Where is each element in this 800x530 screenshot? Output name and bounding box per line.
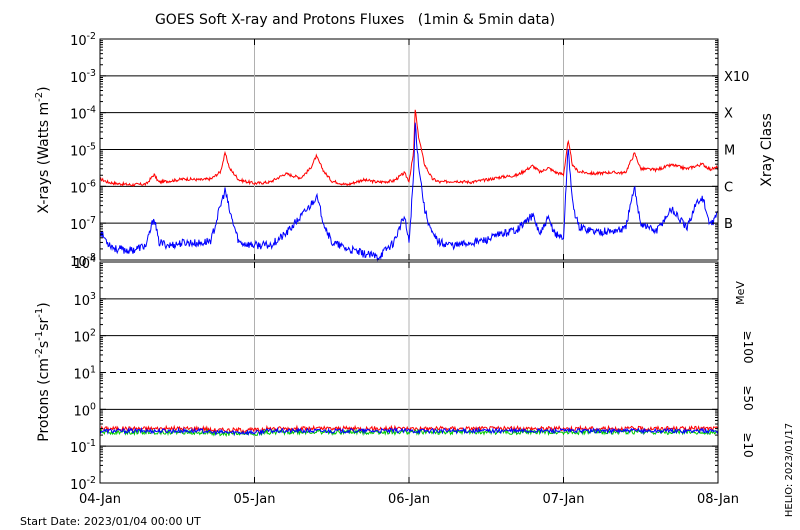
- xray-y-ticks: 10-2 10-3 10-4 10-5 10-6 10-7 10-8: [70, 31, 718, 270]
- protons-y-tick-label: 104: [74, 254, 97, 272]
- xray-y-tick-label: 10-5: [70, 142, 96, 160]
- xray-y-tick-label: 10-4: [70, 105, 96, 123]
- xray-y-tick-label: 10-2: [70, 31, 96, 49]
- xray-y-tick-label: 10-6: [70, 178, 96, 196]
- xray-y-tick-label: 10-8: [70, 252, 96, 270]
- start-date-label: Start Date: 2023/01/04 00:00 UT: [20, 515, 201, 528]
- proton-100mev-label: ≥100: [741, 331, 755, 364]
- xray-class-axis-label: Xray Class: [759, 113, 775, 187]
- x-tick-label: 04-Jan: [79, 492, 121, 507]
- proton-50mev-series: [99, 426, 719, 437]
- protons-y-tick-label: 103: [74, 291, 97, 309]
- xray-y-tick-label: 10-3: [70, 68, 96, 86]
- xray-class-label: C: [724, 180, 733, 195]
- xray-class-label: M: [724, 144, 735, 159]
- x-tick-label: 05-Jan: [234, 492, 276, 507]
- x-tick-label: 06-Jan: [388, 492, 430, 507]
- xray-y-axis-label: X-rays (Watts m-2): [34, 86, 52, 213]
- proton-50mev-label: ≥50: [741, 385, 755, 410]
- proton-10mev-label: ≥10: [741, 432, 755, 457]
- x-axis-ticks: 04-Jan 05-Jan 06-Jan 07-Jan 08-Jan: [79, 39, 739, 507]
- xray-short-series: [99, 122, 719, 262]
- protons-y-tick-label: 100: [74, 401, 97, 419]
- protons-y-tick-label: 10-2: [70, 475, 96, 493]
- xray-class-labels: X10 X M C B: [724, 70, 749, 232]
- protons-y-ticks: 104 103 102 101 100 10-1 10-2: [70, 254, 718, 493]
- xray-long-series: [99, 109, 719, 187]
- xray-class-label: X10: [724, 70, 749, 85]
- xray-y-tick-label: 10-7: [70, 215, 96, 233]
- xray-day-separators: [254, 39, 564, 260]
- xray-class-label: X: [724, 107, 733, 122]
- xray-panel: 10-2 10-3 10-4 10-5 10-6 10-7 10-8 X10 X M C B Xra…: [34, 31, 775, 270]
- protons-day-separators: [254, 262, 564, 483]
- x-tick-label: 08-Jan: [697, 492, 739, 507]
- protons-panel: 104 103 102 101 100 10-1 10-2 MeV ≥100 ≥50 ≥10…: [34, 254, 755, 493]
- x-tick-label: 07-Jan: [543, 492, 585, 507]
- credit-label: HELIO: 2023/01/17: [784, 423, 795, 517]
- proton-unit-label: MeV: [734, 281, 747, 305]
- protons-y-tick-label: 101: [74, 365, 97, 383]
- protons-y-tick-label: 102: [74, 328, 97, 346]
- protons-y-axis-label: Protons (cm-2s-1sr-1): [34, 302, 52, 441]
- protons-y-tick-label: 10-1: [70, 438, 96, 456]
- xray-class-label: B: [724, 217, 733, 232]
- chart-title: GOES Soft X-ray and Protons Fluxes (1min…: [155, 12, 555, 28]
